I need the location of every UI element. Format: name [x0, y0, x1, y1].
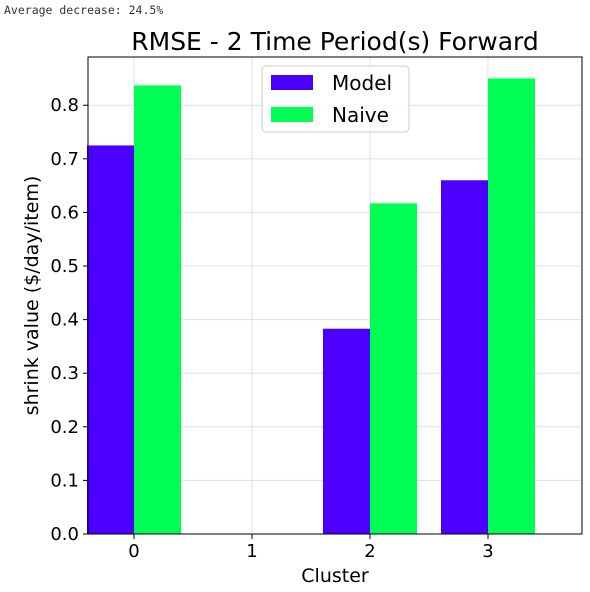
- legend: Model Naive: [261, 65, 410, 133]
- bar-naive-3: [488, 78, 535, 534]
- x-tick-label: 1: [246, 541, 257, 562]
- y-tick-label: 0.6: [50, 202, 79, 223]
- bars: [87, 78, 535, 535]
- bar-naive-0: [134, 85, 181, 535]
- bar-model-0: [87, 145, 134, 534]
- x-axis-label: Cluster: [301, 565, 369, 587]
- y-tick-label: 0.7: [50, 149, 79, 170]
- bar-model-2: [323, 328, 370, 534]
- x-tick-label: 2: [364, 541, 375, 562]
- y-axis-label: shrink value ($/day/item): [21, 176, 43, 416]
- x-tick-label: 3: [482, 541, 493, 562]
- y-tick-label: 0.0: [50, 524, 79, 545]
- bar-naive-2: [370, 203, 417, 534]
- bar-model-3: [441, 180, 488, 535]
- legend-label-naive: Naive: [332, 103, 389, 127]
- legend-swatch-model: [271, 75, 313, 90]
- legend-label-model: Model: [332, 71, 392, 95]
- x-tick-label: 0: [128, 541, 139, 562]
- y-tick-label: 0.4: [50, 310, 79, 331]
- summary-output-text: Average decrease: 24.5%: [4, 3, 164, 17]
- y-tick-label: 0.1: [50, 470, 79, 491]
- chart-title: RMSE - 2 Time Period(s) Forward: [131, 27, 538, 56]
- y-tick-label: 0.8: [50, 95, 79, 116]
- plot-frame: [87, 56, 583, 535]
- legend-swatch-naive: [271, 107, 313, 122]
- y-tick-label: 0.2: [50, 417, 79, 438]
- y-tick-label: 0.3: [50, 363, 79, 384]
- axis-ticks: 0 1 2 3 0.0 0.1 0.2 0.3 0.4 0.5 0.6 0.7 0.8: [50, 95, 493, 562]
- y-tick-label: 0.5: [50, 256, 79, 277]
